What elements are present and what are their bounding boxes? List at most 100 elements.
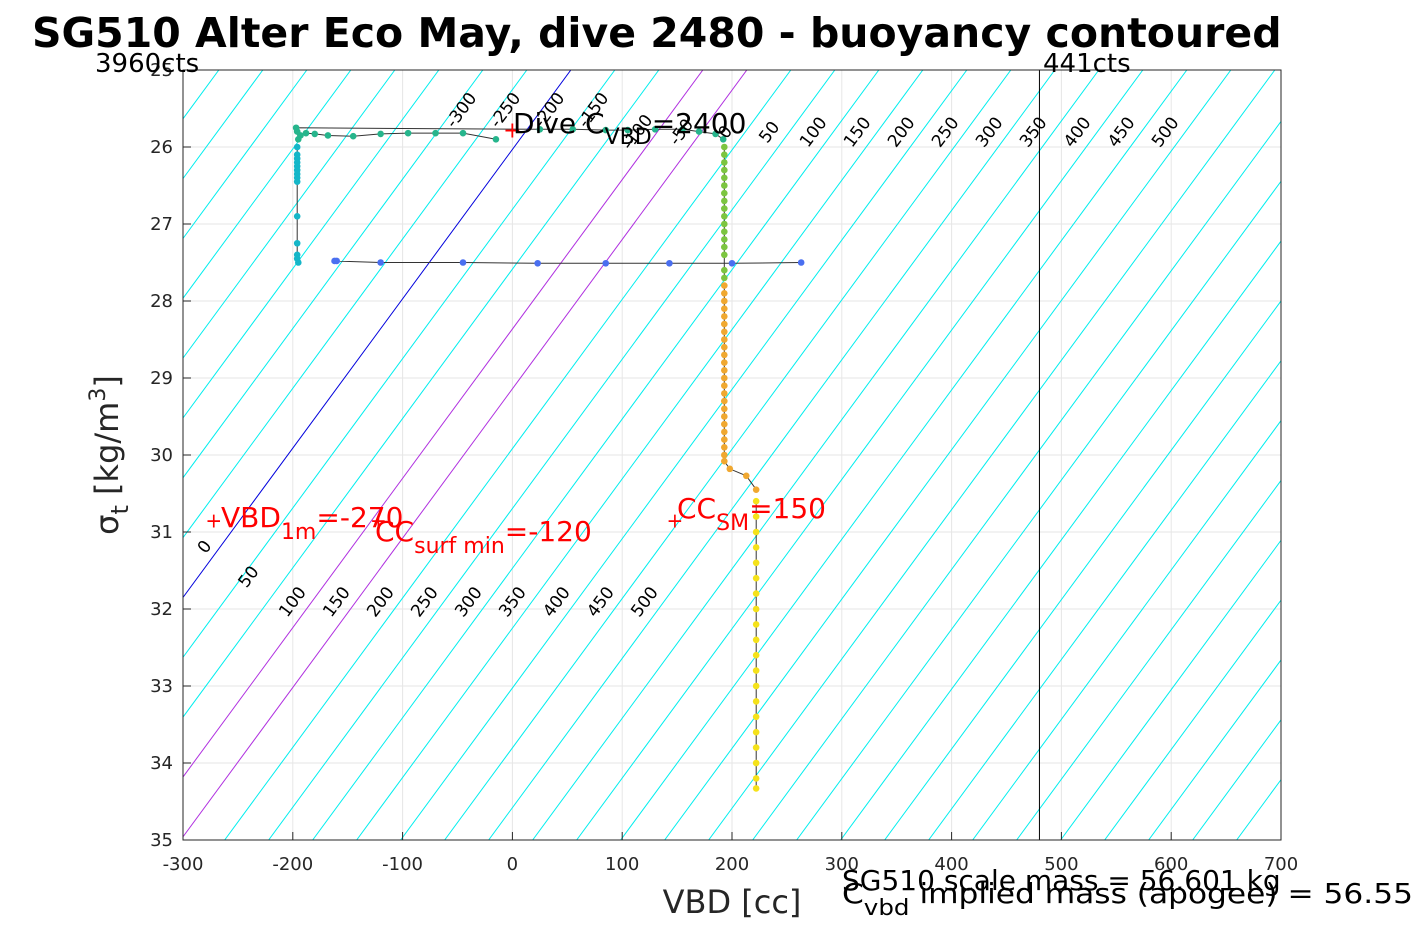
contour-label-lower: 450	[583, 583, 619, 621]
dive-point-bottom-yellow	[752, 497, 760, 505]
dive-point-isopycnal-transect	[602, 259, 610, 267]
dive-point-deep-orange	[742, 472, 750, 480]
x-axis-label: VBD [cc]	[663, 883, 802, 921]
contour-line	[400, 70, 968, 840]
dive-point-bottom-yellow	[752, 785, 760, 792]
contour-label-lower: 150	[319, 583, 355, 621]
x-axis-ticks: -300 -200 -100 0 100 200 300 400 500 600 700	[163, 832, 1298, 875]
contour-line	[1148, 659, 1281, 840]
dive-point-deep-orange	[721, 343, 728, 351]
contour-label-upper: 50	[755, 118, 784, 147]
dive-point-bottom-yellow	[752, 574, 760, 582]
cc-sm-marker: +	[667, 508, 684, 532]
contour-line	[1280, 838, 1281, 840]
dive-point-surface-descent	[602, 126, 610, 134]
dive-point-isopycnal-transect	[377, 259, 384, 266]
contour-label-upper: 200	[884, 113, 920, 151]
contour-line	[840, 240, 1281, 840]
contour-line	[972, 419, 1281, 840]
contour-line	[664, 70, 1232, 840]
x-tick-label: 100	[605, 854, 639, 875]
dive-point-deep-descent	[721, 213, 728, 220]
contour-line	[183, 70, 616, 659]
contour-label-lower: 400	[539, 583, 575, 621]
contour-label-lower: 350	[495, 583, 531, 621]
contour-line	[0, 70, 87, 840]
contour-label-upper: 500	[1148, 113, 1184, 151]
contour-line	[183, 70, 748, 838]
dive-point-deep-orange	[721, 367, 728, 374]
dive-point-surface-descent	[719, 136, 727, 143]
dive-point-deep-descent	[721, 243, 728, 251]
contour-label-lower: 500	[627, 583, 663, 621]
dive-point-deep-descent	[721, 143, 728, 151]
dive-point-surface-descent	[679, 125, 686, 133]
dive-point-surface-descent	[651, 125, 659, 133]
contour-line	[183, 70, 308, 240]
dive-point-surface-descent	[624, 126, 631, 134]
dive-point-deep-orange	[721, 397, 728, 405]
dive-point-bottom-yellow	[752, 682, 760, 690]
dive-point-bottom-yellow	[752, 651, 760, 659]
y-axis-ticks: 25 26 27 28 29 30 31 32 33 34 35	[150, 60, 191, 851]
contour-line	[488, 70, 1056, 840]
x-tick-label: 300	[825, 854, 859, 875]
dive-point-bottom-yellow	[752, 759, 760, 767]
dive-point-surface-descent	[695, 128, 703, 135]
contour-line	[183, 70, 396, 359]
x-tick-label: -300	[163, 854, 204, 875]
dive-point-surface-descent	[377, 130, 384, 138]
dive-point-deep-orange	[721, 305, 728, 313]
contour-line	[752, 120, 1281, 840]
y-tick-label: 29	[150, 368, 173, 389]
dive-point-surface-descent	[569, 125, 577, 133]
contour-line	[0, 70, 43, 840]
dive-point-deep-orange	[721, 457, 728, 465]
contour-line	[1016, 479, 1281, 840]
y-tick-label: 31	[150, 522, 173, 543]
scale-mass-note: SG510 scale mass = 56.601 kg	[842, 864, 1281, 897]
y-tick-label: 27	[150, 214, 173, 235]
contour-line	[312, 70, 880, 840]
dive-point-deep-orange	[721, 320, 728, 328]
dive-point-bottom-yellow	[752, 698, 760, 705]
cc-surf-min-marker: +	[370, 508, 387, 532]
y-tick-label: 26	[150, 137, 173, 158]
x-tick-label: 600	[1154, 854, 1188, 875]
dive-point-isopycnal-transect	[331, 257, 338, 265]
dive-point-surface-descent	[324, 132, 332, 139]
y-axis-label: σt [kg/m3]	[86, 375, 134, 535]
contour-label-lower: 0	[194, 537, 216, 558]
dive-point-deep-orange	[721, 451, 728, 459]
dive-point-bottom-yellow	[752, 728, 760, 736]
corner-label-left: 3960cts	[95, 49, 199, 79]
contour-line	[532, 70, 1100, 840]
dive-point-deep-descent	[721, 166, 728, 174]
dive-point-upper-mixed	[293, 143, 301, 151]
contour-line	[1104, 599, 1281, 840]
dive-point-isopycnal-transect	[534, 259, 541, 267]
x-tick-label: 400	[934, 854, 968, 875]
corner-label-right: 441cts	[1043, 49, 1131, 79]
contour-line	[356, 70, 924, 840]
dive-point-bottom-yellow	[752, 605, 760, 613]
contour-label-upper: 450	[1104, 113, 1140, 151]
contour-line	[183, 70, 528, 539]
x-tick-label: -200	[272, 854, 313, 875]
dive-point-bottom-yellow	[752, 667, 760, 674]
contour-label-lower: 200	[363, 583, 399, 621]
dive-c-vbd-label: Dive CVBD=2400	[513, 107, 746, 150]
dive-point-deep-orange	[721, 313, 728, 320]
contour-line	[444, 70, 1012, 840]
dive-point-surface-descent	[404, 129, 412, 137]
contour-line	[796, 180, 1281, 840]
dive-point-deep-orange	[721, 405, 728, 413]
y-tick-label: 25	[150, 60, 173, 81]
dive-point-surface-descent	[311, 130, 319, 138]
dive-point-bottom-yellow	[752, 590, 760, 597]
dive-point-deep-orange	[721, 436, 728, 443]
dive-point-deep-orange	[721, 282, 728, 289]
cc-surf-min-label: CCsurf min=-120	[375, 515, 592, 559]
